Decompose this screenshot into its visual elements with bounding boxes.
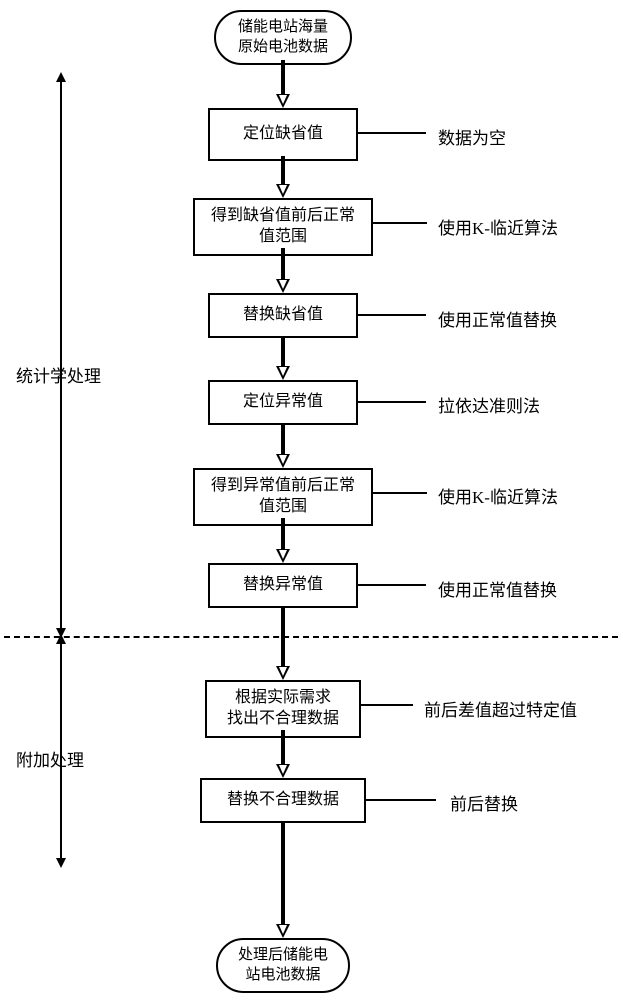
- end-line1: 处理后储能电: [238, 947, 328, 963]
- bracket-additional: [60, 642, 62, 860]
- start-line1: 储能电站海量: [238, 19, 328, 35]
- process-replace-unreasonable: 替换不合理数据: [200, 778, 366, 823]
- p5-line2: 值范围: [259, 498, 307, 515]
- bracket-stat-up-icon: [56, 72, 66, 82]
- connector-8: [366, 799, 436, 801]
- process-locate-outlier: 定位异常值: [208, 380, 358, 425]
- connector-7: [361, 704, 413, 706]
- annotation-knn-1: 使用K-临近算法: [438, 214, 558, 239]
- connector-6: [358, 584, 426, 586]
- annotation-empty-data: 数据为空: [438, 124, 506, 149]
- bracket-add-down-icon: [56, 858, 66, 868]
- annotation-normal-replace-2: 使用正常值替换: [438, 576, 557, 601]
- connector-4: [358, 401, 426, 403]
- p1-text: 定位缺省值: [243, 125, 323, 142]
- annotation-front-back-replace: 前后替换: [450, 790, 518, 815]
- end-line2: 站电池数据: [245, 967, 320, 983]
- p6-text: 替换异常值: [243, 576, 323, 593]
- connector-3: [358, 314, 426, 316]
- start-terminal: 储能电站海量 原始电池数据: [214, 10, 352, 65]
- connector-1: [358, 132, 426, 134]
- connector-2: [373, 222, 427, 224]
- p8-text: 替换不合理数据: [227, 791, 339, 808]
- section-divider: [4, 636, 618, 638]
- process-default-range: 得到缺省值前后正常 值范围: [193, 198, 373, 256]
- p7-line1: 根据实际需求: [235, 689, 331, 706]
- bracket-statistics: [60, 80, 62, 630]
- process-locate-default: 定位缺省值: [208, 108, 358, 161]
- p7-line2: 找出不合理数据: [227, 710, 339, 727]
- connector-5: [373, 492, 427, 494]
- p2-line2: 值范围: [259, 228, 307, 245]
- bracket-add-up-icon: [56, 634, 66, 644]
- process-replace-default: 替换缺省值: [208, 293, 358, 338]
- process-outlier-range: 得到异常值前后正常 值范围: [193, 468, 373, 526]
- start-line2: 原始电池数据: [238, 39, 328, 55]
- section-statistics: 统计学处理: [16, 362, 101, 387]
- end-terminal: 处理后储能电 站电池数据: [216, 938, 350, 993]
- annotation-normal-replace-1: 使用正常值替换: [438, 306, 557, 331]
- p3-text: 替换缺省值: [243, 306, 323, 323]
- p4-text: 定位异常值: [243, 393, 323, 410]
- process-replace-outlier: 替换异常值: [208, 563, 358, 608]
- p2-line1: 得到缺省值前后正常: [211, 207, 355, 224]
- p5-line1: 得到异常值前后正常: [211, 477, 355, 494]
- process-find-unreasonable: 根据实际需求 找出不合理数据: [205, 680, 361, 738]
- annotation-knn-2: 使用K-临近算法: [438, 483, 558, 508]
- section-additional: 附加处理: [16, 746, 84, 771]
- annotation-pauta: 拉依达准则法: [438, 392, 540, 417]
- annotation-diff-threshold: 前后差值超过特定值: [424, 696, 577, 721]
- flowchart-diagram: 储能电站海量 原始电池数据 定位缺省值 得到缺省值前后正常 值范围 替换缺省值 …: [0, 0, 623, 1000]
